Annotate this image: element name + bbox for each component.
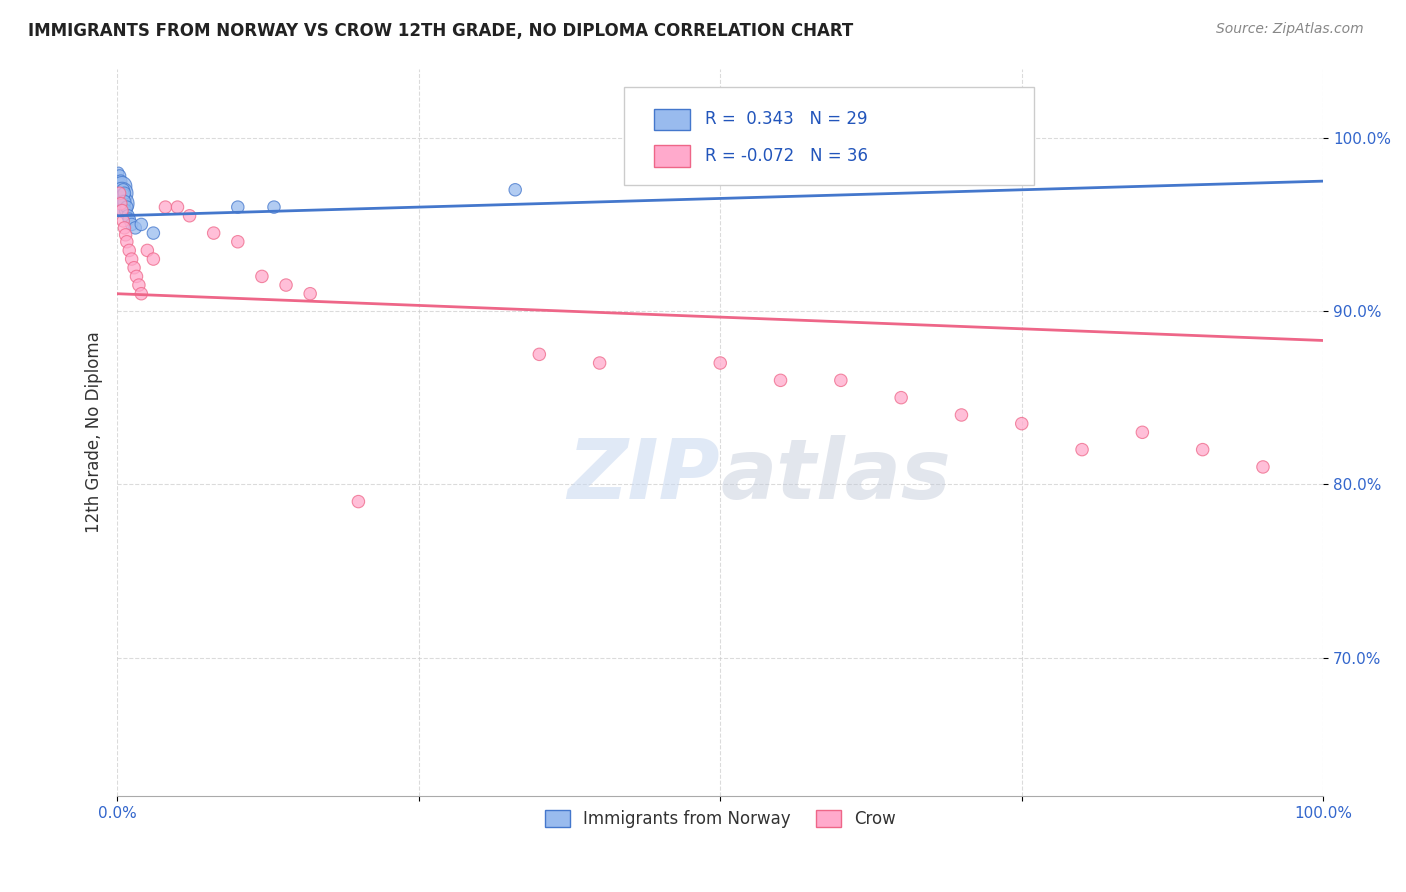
Point bbox=[131, 286, 153, 301]
Bar bbox=[654, 145, 690, 167]
Point bbox=[114, 203, 136, 218]
Point bbox=[226, 200, 249, 214]
Point bbox=[529, 347, 551, 361]
Point bbox=[136, 244, 159, 258]
Point bbox=[115, 200, 138, 214]
Text: ZIP: ZIP bbox=[568, 435, 720, 516]
Point bbox=[890, 391, 912, 405]
Point bbox=[112, 194, 135, 209]
FancyBboxPatch shape bbox=[624, 87, 1033, 185]
Point bbox=[108, 186, 131, 201]
Point bbox=[118, 244, 141, 258]
Point bbox=[122, 260, 145, 275]
Point bbox=[503, 183, 526, 197]
Point bbox=[112, 188, 135, 202]
Point bbox=[114, 227, 136, 242]
Point bbox=[1011, 417, 1033, 431]
Point bbox=[112, 194, 135, 209]
Legend: Immigrants from Norway, Crow: Immigrants from Norway, Crow bbox=[538, 804, 903, 835]
Point bbox=[110, 191, 132, 205]
Point bbox=[250, 269, 273, 284]
Point bbox=[166, 200, 188, 214]
Point bbox=[108, 178, 131, 192]
Text: R =  0.343   N = 29: R = 0.343 N = 29 bbox=[704, 111, 868, 128]
Point bbox=[124, 220, 146, 235]
Point bbox=[588, 356, 610, 370]
Point bbox=[709, 356, 731, 370]
Text: atlas: atlas bbox=[720, 435, 950, 516]
Point bbox=[111, 186, 134, 201]
Point bbox=[131, 218, 153, 232]
Y-axis label: 12th Grade, No Diploma: 12th Grade, No Diploma bbox=[86, 332, 103, 533]
Point bbox=[112, 186, 135, 201]
Point bbox=[117, 209, 139, 223]
Point bbox=[274, 278, 297, 293]
Text: Source: ZipAtlas.com: Source: ZipAtlas.com bbox=[1216, 22, 1364, 37]
Point bbox=[226, 235, 249, 249]
Point bbox=[155, 200, 177, 214]
Point bbox=[142, 252, 165, 266]
Point bbox=[830, 373, 852, 387]
Bar bbox=[654, 109, 690, 130]
Point bbox=[111, 196, 134, 211]
Point bbox=[112, 214, 135, 228]
Point bbox=[112, 183, 135, 197]
Text: R = -0.072   N = 36: R = -0.072 N = 36 bbox=[704, 147, 868, 165]
Point bbox=[1130, 425, 1153, 440]
Point bbox=[347, 494, 370, 508]
Point bbox=[1191, 442, 1213, 457]
Point bbox=[1251, 459, 1274, 474]
Point bbox=[263, 200, 285, 214]
Point bbox=[179, 209, 201, 223]
Point bbox=[111, 179, 134, 194]
Point bbox=[111, 203, 134, 218]
Point bbox=[121, 218, 143, 232]
Point bbox=[108, 194, 131, 209]
Point bbox=[107, 165, 129, 179]
Point bbox=[125, 269, 148, 284]
Point bbox=[118, 212, 141, 227]
Point bbox=[769, 373, 792, 387]
Point bbox=[110, 196, 132, 211]
Point bbox=[108, 169, 131, 183]
Point bbox=[142, 226, 165, 240]
Text: IMMIGRANTS FROM NORWAY VS CROW 12TH GRADE, NO DIPLOMA CORRELATION CHART: IMMIGRANTS FROM NORWAY VS CROW 12TH GRAD… bbox=[28, 22, 853, 40]
Point bbox=[115, 235, 138, 249]
Point bbox=[110, 174, 132, 188]
Point bbox=[110, 183, 132, 197]
Point bbox=[1071, 442, 1094, 457]
Point bbox=[121, 252, 143, 266]
Point bbox=[112, 203, 135, 218]
Point bbox=[128, 278, 150, 293]
Point bbox=[108, 186, 131, 201]
Point bbox=[202, 226, 225, 240]
Point bbox=[299, 286, 322, 301]
Point bbox=[112, 220, 135, 235]
Point bbox=[950, 408, 973, 422]
Point bbox=[107, 174, 129, 188]
